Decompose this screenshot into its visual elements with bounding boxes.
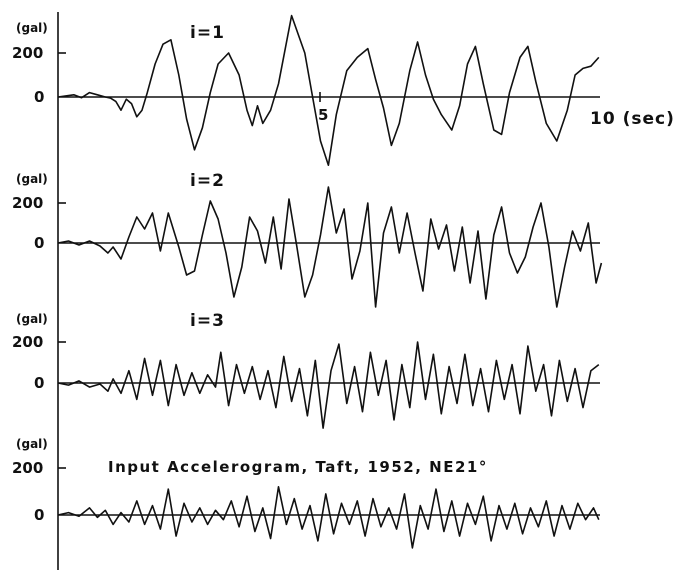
panel-i3-title: i=3 (190, 311, 225, 331)
panel-i2-unit-label: (gal) (16, 172, 48, 186)
panel-i2-y200-label: 200 (12, 194, 43, 212)
x-axis-end-label: 10 (sec) (590, 109, 675, 129)
panel-input-unit-label: (gal) (16, 437, 48, 451)
x-tick-label-5: 5 (318, 106, 328, 124)
panel-i1: (gal) 200 0 i=1 5 10 (sec) (12, 14, 675, 166)
panel-i3-trace (57, 341, 600, 429)
panel-i3-unit-label: (gal) (16, 312, 48, 326)
panel-input-trace (57, 485, 600, 549)
panel-i2-y0-label: 0 (34, 234, 44, 252)
panel-i3: (gal) 200 0 i=3 (12, 311, 600, 429)
panel-i1-trace (57, 14, 600, 166)
panel-i3-y0-label: 0 (34, 374, 44, 392)
panel-i1-unit-label: (gal) (16, 21, 48, 35)
panel-input-title: Input Accelerogram, Taft, 1952, NE21° (108, 458, 488, 476)
panel-i1-title: i=1 (190, 23, 225, 43)
panel-i1-y0-label: 0 (34, 88, 44, 106)
panel-i3-y200-label: 200 (12, 333, 43, 351)
panel-input-y200-label: 200 (12, 459, 43, 477)
panel-input-y0-label: 0 (34, 506, 44, 524)
panel-i2: (gal) 200 0 i=2 (12, 171, 603, 308)
panel-i1-y200-label: 200 (12, 44, 43, 62)
panel-input: (gal) 200 0 Input Accelerogram, Taft, 19… (12, 437, 600, 549)
panel-i2-trace (57, 186, 603, 308)
panel-i2-title: i=2 (190, 171, 225, 191)
